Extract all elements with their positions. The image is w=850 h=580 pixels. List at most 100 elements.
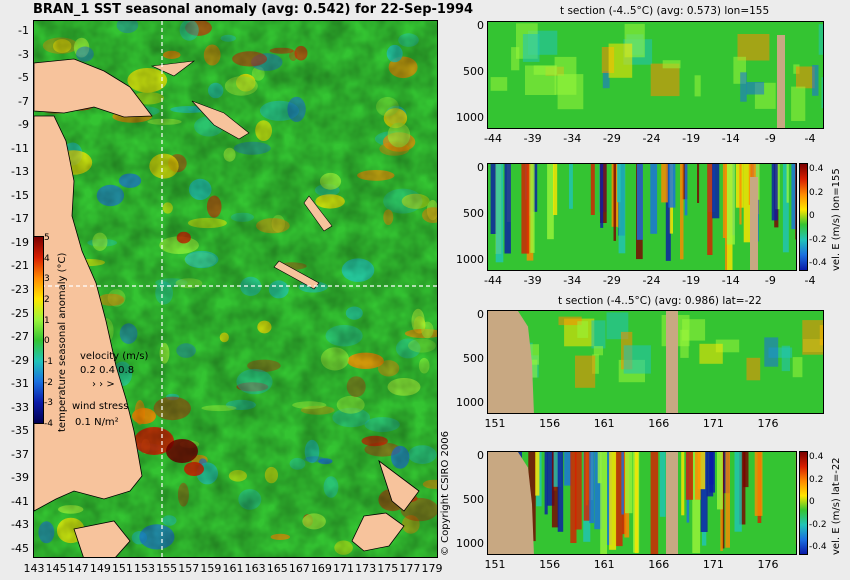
section-feature xyxy=(594,452,602,530)
wind-stress-scale: 0.1 N/m² xyxy=(75,417,119,428)
section-feature xyxy=(557,452,564,532)
velocity-colorbar-tick: 0 xyxy=(809,211,815,221)
velocity-arrows-icon: › › > xyxy=(92,379,115,390)
section-feature xyxy=(535,452,540,496)
section-feature xyxy=(634,452,639,554)
map-lon-tick: 145 xyxy=(45,562,67,575)
depth-tick: 500 xyxy=(463,352,484,365)
section-feature xyxy=(495,164,504,263)
section-feature xyxy=(786,164,789,203)
velocity-colorbar-tick: 0 xyxy=(809,497,815,507)
section-feature xyxy=(613,164,616,241)
section-feature xyxy=(695,452,701,500)
section-feature xyxy=(564,452,572,486)
section-x-tick: -4 xyxy=(804,274,816,287)
section-feature xyxy=(700,452,708,532)
section-feature xyxy=(706,452,714,497)
map-lon-tick: 171 xyxy=(333,562,355,575)
map-colorbar-tick: 0 xyxy=(44,336,50,347)
section-feature xyxy=(575,355,596,388)
map-lat-tick: -23 xyxy=(11,283,29,296)
section-feature xyxy=(680,164,684,260)
map-colorbar-ticks: 5 4 3 2 1 0 -1 -2 -3 -4 xyxy=(44,234,58,430)
panel-title: t section (-4..5°C) (avg: 0.573) lon=155 xyxy=(560,5,770,17)
velocity-label: velocity (m/s) xyxy=(80,351,149,362)
map-lat-tick: -15 xyxy=(11,188,29,202)
depth-tick: 0 xyxy=(477,161,484,174)
section-feature xyxy=(684,164,688,216)
map-lat-tick: -5 xyxy=(18,71,29,85)
map-lat-tick: -37 xyxy=(11,447,29,461)
map-lat-tick: -19 xyxy=(11,235,29,249)
map-lon-tick: 161 xyxy=(222,562,244,575)
section-feature xyxy=(625,452,633,514)
section-feature xyxy=(530,164,535,253)
wind-stress-label: wind stress xyxy=(72,401,129,412)
map-colorbar-label: temperature seasonal anomaly (°C) xyxy=(57,252,68,432)
section-feature xyxy=(739,452,746,525)
map-lat-tick: -35 xyxy=(11,424,29,438)
section-feature xyxy=(569,164,573,209)
section-feature xyxy=(526,164,534,261)
seamount-mask xyxy=(750,176,758,270)
section-feature xyxy=(544,452,548,515)
map-lat-tick: -39 xyxy=(11,471,29,485)
section-feature xyxy=(764,337,779,367)
map-lon-tick: 149 xyxy=(89,562,111,575)
map-colorbar-tick: 2 xyxy=(44,295,50,305)
depth-tick: 1000 xyxy=(456,253,484,266)
section-feature xyxy=(821,77,823,109)
section-plot-svg xyxy=(490,23,823,128)
map-lon-tick: 163 xyxy=(244,562,266,575)
section-feature xyxy=(547,164,554,240)
depth-tick: 1000 xyxy=(456,111,484,124)
velocity-colorbar-tick: -0.4 xyxy=(809,258,827,268)
section-x-tick: -34 xyxy=(563,132,582,145)
section-feature xyxy=(525,65,556,95)
section-feature xyxy=(597,452,602,484)
depth-tick: 1000 xyxy=(456,537,484,550)
section-feature xyxy=(743,452,749,488)
section-feature xyxy=(699,343,723,364)
map-colorbar xyxy=(33,236,44,424)
map-lon-tick: 143 xyxy=(23,562,45,575)
section-feature xyxy=(602,71,610,89)
depth-tick: 1000 xyxy=(456,396,484,409)
sst-map xyxy=(33,20,438,558)
map-lat-tick: -27 xyxy=(11,330,29,344)
section-x-tick: -44 xyxy=(484,274,502,287)
map-lon-tick: 167 xyxy=(288,562,310,575)
section-x-tick: -19 xyxy=(682,132,701,145)
section-feature xyxy=(511,47,520,71)
copyright-text: © Copyright CSIRO 2006 xyxy=(440,431,451,556)
section-x-tick: 166 xyxy=(648,417,670,430)
section-feature xyxy=(583,452,591,521)
section-feature xyxy=(553,164,558,215)
velocity-colorbar-tick: -0.2 xyxy=(809,234,827,245)
map-colorbar-tick: -4 xyxy=(44,419,53,429)
map-lon-tick: 159 xyxy=(200,562,222,575)
section-feature xyxy=(795,452,796,545)
map-lat-tick: -41 xyxy=(11,494,29,508)
section-feature xyxy=(558,316,582,326)
section-feature xyxy=(812,65,819,96)
section-feature xyxy=(740,72,747,102)
section-x-tick: -39 xyxy=(523,274,542,287)
section-x-tick: -9 xyxy=(764,132,776,145)
depth-tick: 0 xyxy=(477,449,484,462)
section-feature xyxy=(554,56,577,95)
section-feature xyxy=(697,164,700,203)
map-lat-tick: -25 xyxy=(11,306,29,320)
section-feature xyxy=(490,164,498,234)
section-feature xyxy=(622,452,627,535)
section-x-tick: -39 xyxy=(523,132,542,145)
section-plot xyxy=(487,310,824,414)
velocity-axis-label: vel. E (m/s) lon=155 xyxy=(831,168,842,271)
land-new-zealand-south xyxy=(351,512,405,552)
map-lat-tick: -13 xyxy=(11,165,29,179)
section-feature xyxy=(725,452,730,548)
section-feature xyxy=(615,452,623,547)
map-lon-tick: 151 xyxy=(111,562,133,575)
section-feature xyxy=(522,34,540,62)
section-feature xyxy=(739,164,742,225)
